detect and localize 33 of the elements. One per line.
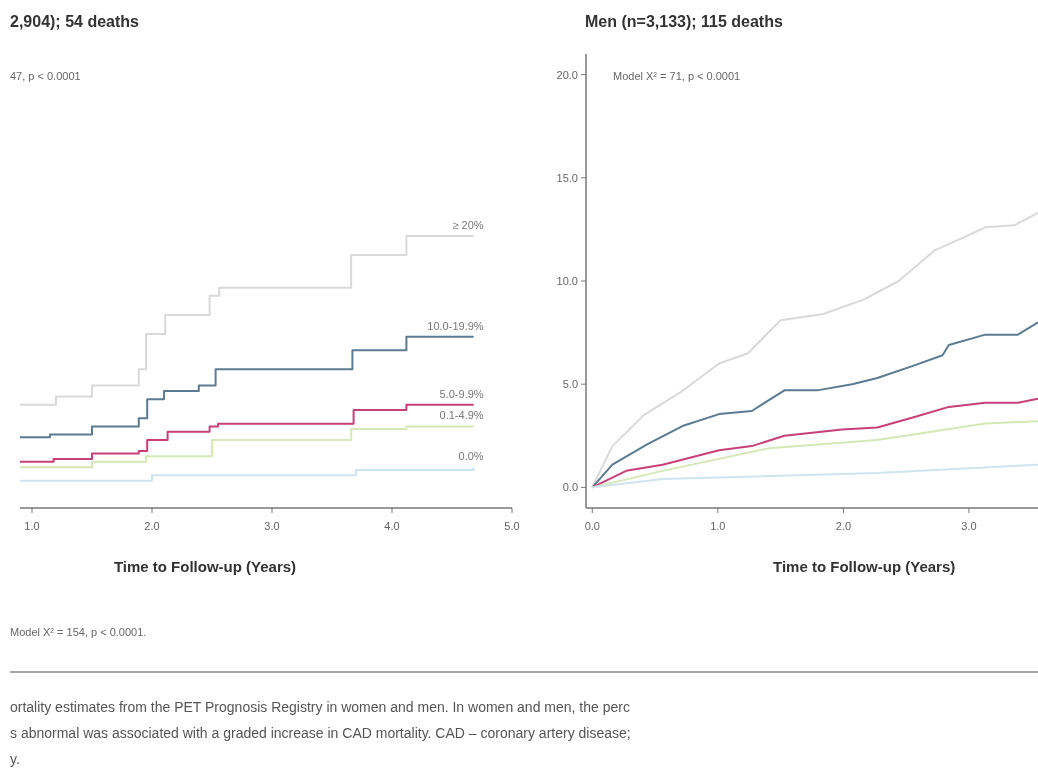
series-label: 0.0%	[458, 450, 484, 463]
line-series	[591, 397, 1038, 489]
text: Model X² = 154, p < 0.0001.	[10, 626, 147, 638]
x-axis-title: Time to Follow-up (Years)	[773, 558, 956, 575]
series-label: 10.0-19.9%	[427, 319, 484, 332]
series-label: 0.1-4.9%	[439, 409, 484, 422]
x-tick-label: 1.0	[24, 520, 40, 532]
x-tick-label: 2.0	[144, 520, 160, 532]
y-tick-label: 5.0	[562, 378, 578, 391]
series-label: ≥ 20%	[452, 219, 484, 231]
y-tick-label: 15.0	[556, 171, 578, 184]
line-series	[591, 463, 1038, 489]
x-tick-label: 3.0	[264, 520, 280, 532]
chart-title: 2,904); 54 deaths	[10, 13, 140, 30]
x-tick-label: 3.0	[961, 520, 977, 532]
text: y.	[10, 751, 20, 767]
text: s abnormal was associated with a graded increase in CAD mortality. CAD – coronary artery disease;	[10, 725, 631, 741]
y-tick-label: 0.0	[562, 481, 578, 494]
line-series	[591, 321, 1038, 489]
series-label: 5.0-9.9%	[439, 387, 484, 400]
x-tick-label: 2.0	[835, 520, 852, 532]
text: ortality estimates from the PET Prognosis Registry in women and men. In women and men, the perc	[10, 699, 630, 715]
x-tick-label: 5.0	[504, 520, 520, 532]
x-tick-label: 0.0	[584, 520, 600, 532]
text: 47, p < 0.0001	[10, 70, 81, 82]
y-tick-label: 10.0	[556, 275, 578, 287]
x-axis-title: Time to Follow-up (Years)	[113, 558, 297, 575]
line-series	[591, 211, 1038, 489]
x-tick-label: 1.0	[710, 520, 726, 532]
annotation: Model X² = 71, p < 0.0001	[613, 70, 741, 82]
x-tick-label: 4.0	[384, 520, 400, 532]
chart-title: Men (n=3,133); 115 deaths	[585, 13, 783, 30]
y-tick-label: 20.0	[556, 68, 578, 81]
